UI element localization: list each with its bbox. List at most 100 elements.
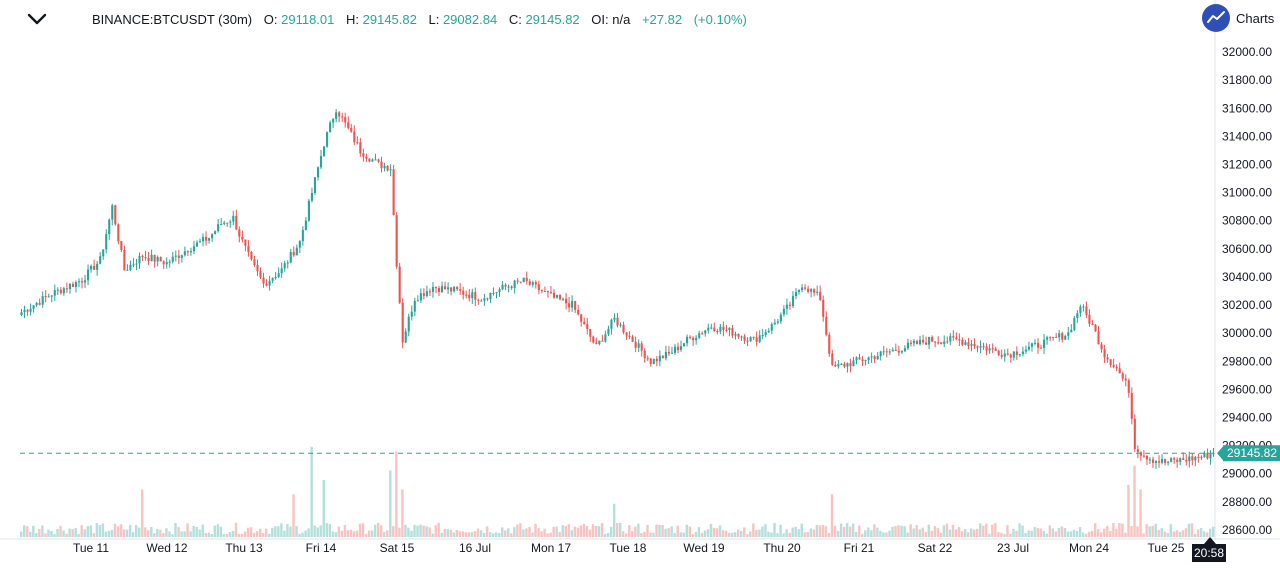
volume-bar xyxy=(1024,533,1027,537)
candle-body xyxy=(855,357,858,361)
candle-body xyxy=(93,265,96,270)
volume-bar xyxy=(128,525,132,537)
candle-body xyxy=(168,261,171,263)
candle-body xyxy=(1015,351,1018,356)
price-tick-label: 31200.00 xyxy=(1222,158,1272,172)
candle xyxy=(1112,358,1115,369)
volume-bar xyxy=(455,530,459,537)
volume-bar xyxy=(479,530,483,537)
candle xyxy=(392,164,395,216)
candle-body xyxy=(767,330,770,333)
candle-body xyxy=(1061,333,1064,340)
candle xyxy=(195,240,199,247)
candle xyxy=(165,257,168,269)
candle-body xyxy=(940,342,943,344)
volume-bar xyxy=(643,531,646,537)
tradingview-badge[interactable]: Charts xyxy=(1202,4,1280,34)
volume-bar xyxy=(746,534,749,537)
volume-bar xyxy=(401,489,404,537)
candle xyxy=(371,158,374,162)
candle-body xyxy=(679,346,683,350)
candle-body xyxy=(465,294,468,296)
volume-bar xyxy=(782,533,785,537)
volume-bar xyxy=(246,527,250,537)
candle xyxy=(773,319,776,326)
candle-body xyxy=(1003,353,1006,357)
candle xyxy=(1203,450,1206,458)
volume-bar xyxy=(491,533,495,537)
time-badge-pointer xyxy=(1204,537,1216,544)
candle-body xyxy=(99,256,102,264)
candle-body xyxy=(447,287,450,290)
candle-body xyxy=(162,261,165,265)
volume-bar xyxy=(231,530,235,537)
volume-bar xyxy=(1018,523,1021,537)
price-tick-label: 28600.00 xyxy=(1222,523,1272,537)
volume-bar xyxy=(776,533,779,537)
candle-body xyxy=(949,336,952,342)
candle xyxy=(1070,324,1073,333)
candle xyxy=(1167,460,1170,466)
candle-body xyxy=(1188,456,1191,462)
candle xyxy=(1170,456,1173,463)
candle-body xyxy=(135,263,138,265)
candle-body xyxy=(664,352,667,359)
candle xyxy=(380,156,383,173)
candle-body xyxy=(220,223,223,225)
candle-body xyxy=(586,324,589,330)
candle-body xyxy=(1170,458,1173,462)
candle-body xyxy=(958,339,961,341)
volume-bar xyxy=(428,527,431,537)
volume-bar xyxy=(682,532,685,537)
candle-body xyxy=(852,360,855,367)
candle-body xyxy=(537,284,540,291)
volume-bar xyxy=(137,527,141,537)
candle-body xyxy=(1133,418,1136,450)
candle xyxy=(589,329,592,342)
candle-body xyxy=(540,290,543,292)
candle-body xyxy=(292,252,295,256)
candle xyxy=(549,285,553,294)
candle xyxy=(1027,341,1031,352)
candle xyxy=(952,330,955,341)
candle-body xyxy=(1209,454,1212,459)
candle xyxy=(29,303,32,316)
candle xyxy=(918,335,922,346)
time-tick-label: 23 Jul xyxy=(997,541,1029,555)
candle xyxy=(138,252,141,269)
candle-body xyxy=(329,122,332,133)
candle xyxy=(634,336,637,353)
volume-bar xyxy=(818,525,822,537)
volume-bar xyxy=(1012,528,1015,537)
candle-body xyxy=(350,128,353,132)
candle-body xyxy=(921,339,925,343)
volume-bar xyxy=(561,525,564,537)
candle xyxy=(528,278,531,287)
chevron-down-icon[interactable] xyxy=(26,9,48,29)
price-tick-label: 32000.00 xyxy=(1222,45,1272,59)
volume-bar xyxy=(900,525,903,537)
volume-bar xyxy=(546,533,549,537)
candle xyxy=(843,361,846,369)
volume-bar xyxy=(649,532,652,537)
candle-body xyxy=(743,336,746,341)
volume-bar xyxy=(1063,527,1067,537)
candle-body xyxy=(955,337,958,340)
candle-body xyxy=(259,271,262,278)
candle xyxy=(701,331,704,335)
candle xyxy=(283,260,286,272)
candle xyxy=(108,218,111,241)
candle-body xyxy=(298,241,301,248)
candle xyxy=(592,335,595,344)
candle xyxy=(797,289,801,295)
candle-body xyxy=(1006,353,1009,355)
candle xyxy=(643,348,646,363)
volume-bar xyxy=(32,525,35,537)
candle-body xyxy=(1194,456,1197,461)
volume-bar xyxy=(507,528,510,537)
candle xyxy=(504,283,507,291)
price-tick-label: 30400.00 xyxy=(1222,270,1272,284)
volume-bar xyxy=(147,530,150,537)
volume-bar xyxy=(730,532,734,537)
